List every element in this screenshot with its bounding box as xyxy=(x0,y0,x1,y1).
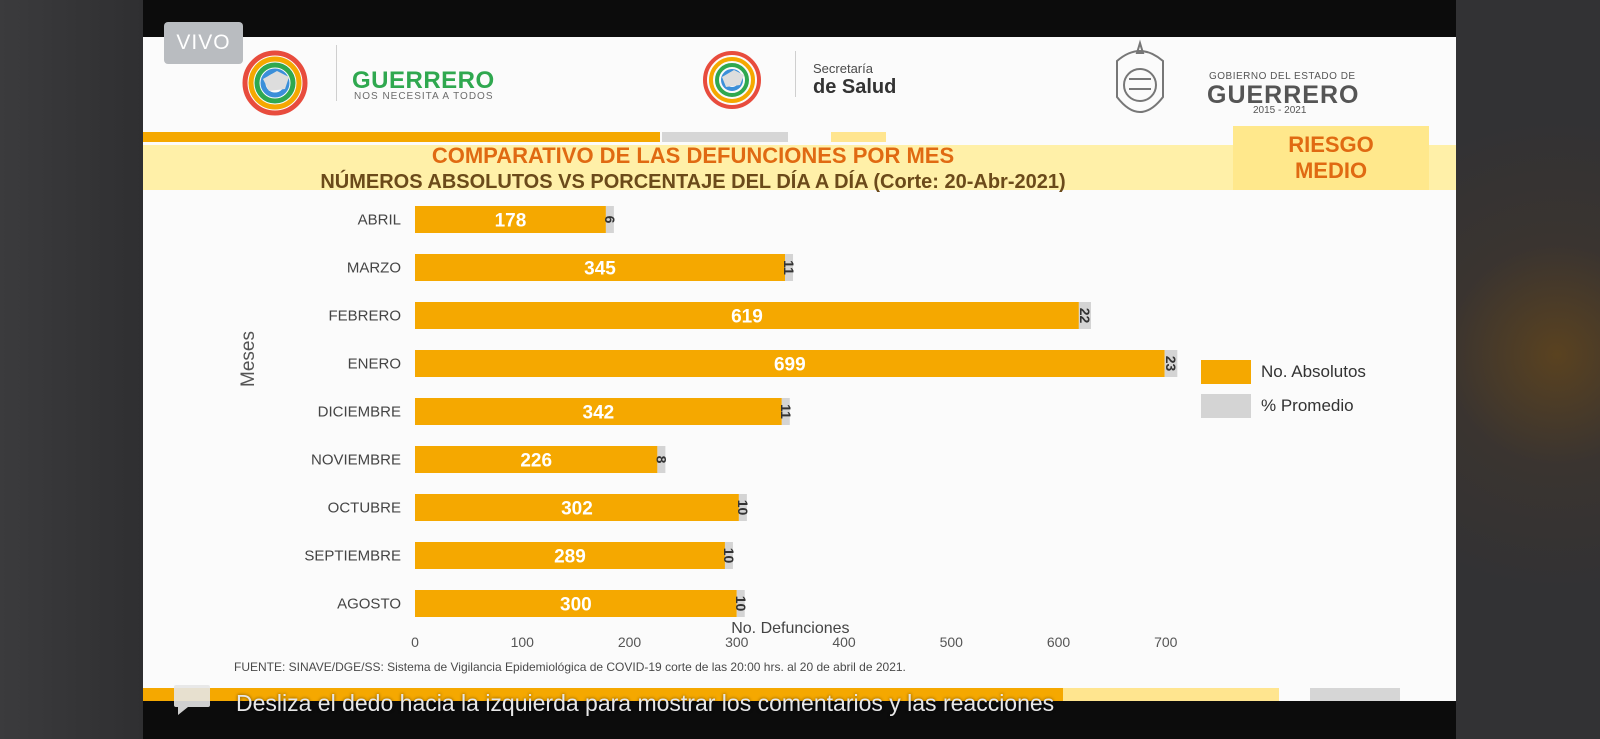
risk-badge: RIESGO MEDIO xyxy=(1233,126,1429,190)
bar-promedio xyxy=(724,542,733,569)
state-seal-icon xyxy=(1116,39,1164,113)
bar-absolutos xyxy=(415,302,1079,329)
salud-logo-icon xyxy=(703,51,761,109)
data-label-promedio: 22 xyxy=(1077,308,1093,324)
header-divider xyxy=(795,51,796,97)
category-label: OCTUBRE xyxy=(328,500,401,517)
legend-absolutos: No. Absolutos xyxy=(1201,360,1366,384)
data-label-absolutos: 226 xyxy=(520,451,552,472)
category-label: MARZO xyxy=(347,260,401,277)
chart-title: COMPARATIVO DE LAS DEFUNCIONES POR MES xyxy=(431,143,955,168)
data-label-absolutos: 302 xyxy=(561,499,593,520)
comment-icon[interactable] xyxy=(172,683,212,717)
deaths-bar-chart: ABRIL 178 6 MARZO 345 11 FEBRERO 619 22 ENERO 699 2… xyxy=(304,206,1179,650)
data-label-absolutos: 342 xyxy=(583,403,615,424)
legend-label-promedio: % Promedio xyxy=(1261,396,1354,415)
legend-promedio: % Promedio xyxy=(1201,394,1354,418)
bar-absolutos xyxy=(415,590,737,617)
data-label-absolutos: 345 xyxy=(584,259,616,280)
x-tick-label: 600 xyxy=(1047,634,1071,650)
bar-promedio xyxy=(1164,350,1178,377)
bar-absolutos xyxy=(415,206,606,233)
bar-promedio xyxy=(605,206,614,233)
risk-label-line2: MEDIO xyxy=(1294,158,1368,183)
bar-promedio xyxy=(736,590,745,617)
legend-label-absolutos: No. Absolutos xyxy=(1261,362,1366,381)
guerrero-tagline: NOS NECESITA A TODOS xyxy=(354,91,494,102)
category-label: ABRIL xyxy=(358,212,401,229)
x-axis-label: No. Defunciones xyxy=(731,620,849,637)
x-tick-label: 400 xyxy=(832,634,856,650)
x-tick-label: 300 xyxy=(725,634,749,650)
chart-subtitle: NÚMEROS ABSOLUTOS VS PORCENTAJE DEL DÍA … xyxy=(320,171,1066,193)
data-label-absolutos: 289 xyxy=(554,547,586,568)
legend-swatch-absolutos xyxy=(1201,360,1251,384)
salud-small-text: Secretaría xyxy=(813,61,873,76)
bar-promedio xyxy=(781,398,790,425)
bar-promedio xyxy=(738,494,747,521)
category-label: NOVIEMBRE xyxy=(311,452,401,469)
data-label-absolutos: 300 xyxy=(560,595,592,616)
data-label-promedio: 10 xyxy=(721,548,737,564)
bar-promedio xyxy=(657,446,666,473)
data-label-promedio: 10 xyxy=(733,596,749,612)
legend-swatch-promedio xyxy=(1201,394,1251,418)
gobierno-years: 2015 - 2021 xyxy=(1253,105,1307,116)
left-backdrop xyxy=(0,0,143,739)
data-label-promedio: 6 xyxy=(602,216,618,224)
data-label-promedio: 11 xyxy=(781,260,797,275)
data-label-promedio: 23 xyxy=(1163,356,1179,372)
x-tick-label: 500 xyxy=(940,634,964,650)
header-band-yellow xyxy=(831,132,886,142)
live-badge: VIVO xyxy=(164,22,243,64)
footer-band-yellow xyxy=(1063,688,1279,701)
video-player[interactable]: GUERRERO NOS NECESITA A TODOS Secretaría… xyxy=(143,0,1456,739)
guerrero-logo-icon xyxy=(242,50,308,116)
data-label-absolutos: 699 xyxy=(774,355,806,376)
risk-label-line1: RIESGO xyxy=(1288,132,1374,157)
salud-big-text: de Salud xyxy=(813,76,897,98)
header-band-gray xyxy=(662,132,788,142)
x-tick-label: 200 xyxy=(618,634,642,650)
category-label: ENERO xyxy=(348,356,401,373)
swipe-hint: Desliza el dedo hacia la izquierda para … xyxy=(236,690,1055,716)
bar-absolutos xyxy=(415,254,786,281)
header-band-orange xyxy=(143,132,660,142)
category-label: DICIEMBRE xyxy=(318,404,401,421)
category-label: AGOSTO xyxy=(337,596,401,613)
data-label-promedio: 11 xyxy=(778,404,794,419)
bar-absolutos xyxy=(415,398,782,425)
bar-promedio xyxy=(785,254,794,281)
bar-absolutos xyxy=(415,446,658,473)
footer-band-orange xyxy=(143,688,1063,701)
data-label-promedio: 8 xyxy=(653,456,669,464)
bar-absolutos xyxy=(415,350,1165,377)
x-tick-label: 100 xyxy=(511,634,535,650)
bar-absolutos xyxy=(415,494,739,521)
bar-absolutos xyxy=(415,542,725,569)
header-divider xyxy=(336,45,337,101)
data-label-absolutos: 619 xyxy=(731,307,763,328)
footer-band-gray xyxy=(1310,688,1400,701)
guerrero-brand: GUERRERO xyxy=(352,67,495,94)
x-tick-label: 700 xyxy=(1154,634,1178,650)
broadcast-slide: GUERRERO NOS NECESITA A TODOS Secretaría… xyxy=(143,37,1456,701)
data-label-absolutos: 178 xyxy=(495,211,527,232)
x-tick-label: 0 xyxy=(411,634,419,650)
data-label-promedio: 10 xyxy=(735,500,751,516)
right-backdrop xyxy=(1456,0,1600,739)
source-note: FUENTE: SINAVE/DGE/SS: Sistema de Vigila… xyxy=(234,660,906,674)
category-label: FEBRERO xyxy=(328,308,401,325)
bar-promedio xyxy=(1078,302,1091,329)
gobierno-big-text: GUERRERO xyxy=(1207,81,1360,109)
gobierno-small-text: GOBIERNO DEL ESTADO DE xyxy=(1209,71,1356,82)
y-axis-label: Meses xyxy=(238,331,259,387)
category-label: SEPTIEMBRE xyxy=(304,548,401,565)
